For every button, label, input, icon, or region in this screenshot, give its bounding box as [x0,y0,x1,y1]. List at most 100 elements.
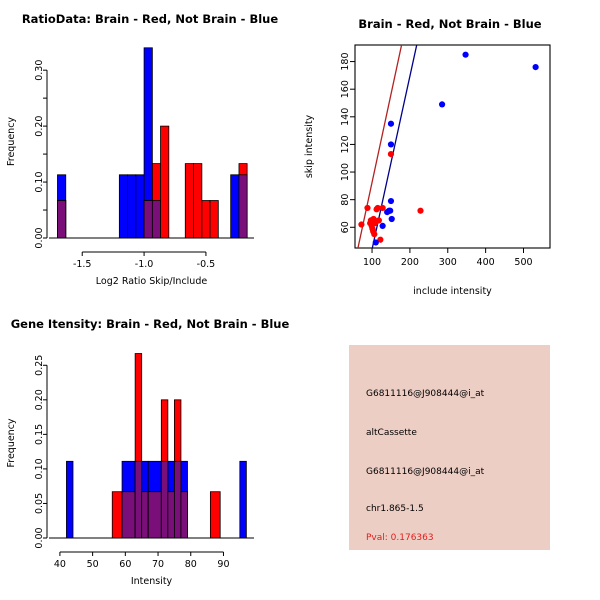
scatter-point-blue [372,239,379,246]
y-tick-label: 0.05 [34,493,45,514]
y-axis-label: skip intensity [304,114,315,178]
x-tick-label: -0.5 [197,259,216,270]
scatter-point-blue [387,197,395,205]
histogram-bar-red [184,163,194,239]
x-tick-label: 80 [185,559,197,570]
x-axis-label: include intensity [413,286,492,297]
y-tick-label: 0.10 [34,458,45,479]
scatter-point-blue [387,141,395,148]
y-tick-label: 0.15 [34,424,45,445]
gene-histogram-panel: Gene Itensity: Brain - Red, Not Brain - … [0,300,300,600]
scatter-point-red [371,231,378,238]
scatter-point-blue [379,222,386,230]
x-axis-label: Intensity [131,576,173,587]
x-tick-label: 100 [363,257,381,268]
histogram-bar-blue [230,174,240,239]
histogram-bar-red [209,200,219,239]
x-tick-label: 60 [119,559,131,570]
x-tick-label: 300 [439,257,457,268]
y-tick-label: 120 [340,135,351,153]
x-tick-label: 40 [54,559,66,570]
y-tick-label: 140 [340,108,351,126]
ratio-histogram-panel: RatioData: Brain - Red, Not Brain - Blue… [0,0,300,300]
scatter-point-red [358,221,365,228]
gene-histogram-plot: 0.00 0.05 0.10 0.15 0.20 0.25 40 50 60 70 80 90 Inte… [6,353,254,587]
y-tick-label: 0.30 [34,60,45,81]
y-tick-label: 0.25 [34,355,45,376]
scatter-point-red [374,204,381,212]
y-tick-label: 0.20 [34,116,45,137]
histogram-bar-blue [135,174,145,239]
histogram-bar-blue [127,174,137,239]
histogram-bar-overlap [141,491,149,539]
y-axis-label: Frequency [6,117,17,166]
y-axis-label: Frequency [6,418,17,467]
y-tick-label: 0.00 [34,527,45,548]
y-tick-label: 80 [340,194,351,206]
scatter-point-blue [388,215,395,223]
probe-info-panel: G6811116@J908444@i_at altCassette G68111… [349,345,550,550]
scatter-point-blue [438,101,446,108]
histogram-bar-overlap [173,460,182,539]
x-tick-label: -1.0 [135,259,154,270]
regression-line [371,45,418,248]
probe-id-text: G6811116@J908444@i_at [366,389,485,399]
histogram-bar-red [111,491,123,539]
gene-id-text: G6811116@J908444@i_at [366,467,485,477]
ratio-histogram-title: RatioData: Brain - Red, Not Brain - Blue [21,12,279,26]
histogram-bar-blue [239,460,247,539]
fit-lines-group [357,45,418,248]
scatter-point-red [377,236,384,243]
x-tick-label: 90 [217,559,229,570]
histogram-bar-overlap [160,460,169,539]
y-tick-label: 160 [340,80,351,98]
histogram-bar-overlap [57,200,67,239]
histogram-bar-overlap [134,460,143,539]
x-tick-label: -1.5 [73,259,92,270]
x-tick-label: 200 [401,257,419,268]
scatter-title: Brain - Red, Not Brain - Blue [358,17,542,31]
histogram-bar-overlap [180,491,188,539]
x-tick-label: 70 [152,559,164,570]
histogram-bar-blue [118,174,129,239]
y-tick-label: 0.20 [34,389,45,410]
plot-frame [354,44,551,249]
y-tick-label: 0.10 [34,171,45,192]
histogram-bar-red [201,200,211,239]
x-axis-label: Log2 Ratio Skip/Include [96,276,208,287]
event-type-text: altCassette [366,428,417,438]
ratio_hist-group: 0.00 0.10 0.20 0.30 -1.5 -1.0 -0.5 Log2 Ratio S… [6,47,254,287]
scatter-point-blue [462,51,469,58]
ratio-histogram-plot: 0.00 0.10 0.20 0.30 -1.5 -1.0 -0.5 Log2 Ratio S… [6,47,254,287]
histogram-bar-blue [66,460,74,539]
scatter-group: 100 200 300 400 500 60 80 100 120 140 160 180 includ… [304,44,551,297]
histogram-bar-red [209,491,221,539]
scatter-point-red [364,204,371,212]
y-tick-label: 60 [340,221,351,233]
scatter-point-red [417,207,424,214]
pval-text: Pval: 0.176363 [366,533,434,543]
scatter-plot: 100 200 300 400 500 60 80 100 120 140 160 180 includ… [304,44,551,297]
y-tick-label: 180 [340,53,351,71]
histogram-bar-overlap [143,200,153,239]
scatter-point-red [387,150,395,158]
y-tick-label: 0.00 [34,227,45,248]
histogram-bar-red [193,163,203,239]
histogram-bar-overlap [167,491,175,539]
y-tick-label: 100 [340,163,351,181]
histogram-bar-overlap [147,491,162,539]
histogram-bar-overlap [121,491,136,539]
scatter-point-red [375,217,382,224]
scatter-points-group [358,51,539,246]
histogram-bar-overlap [151,200,161,239]
scatter-panel: Brain - Red, Not Brain - Blue 100 200 300 4… [300,0,600,300]
gene_hist-group: 0.00 0.05 0.10 0.15 0.20 0.25 40 50 60 70 80 90 Inte… [6,353,254,587]
regression-line [357,45,403,248]
x-tick-label: 500 [514,257,532,268]
x-tick-label: 400 [477,257,495,268]
scatter-point-blue [387,120,395,127]
scatter-point-red [379,204,386,212]
locus-text: chr1.865-1.5 [366,504,424,514]
histogram-bar-red [160,125,170,239]
